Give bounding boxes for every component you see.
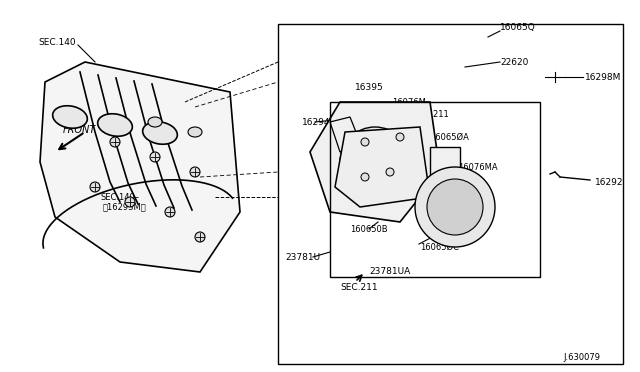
Text: 16152E: 16152E [318,173,352,182]
Bar [430,147,460,187]
Ellipse shape [98,114,132,136]
Circle shape [190,167,200,177]
Circle shape [90,182,100,192]
Text: 16076MA: 16076MA [458,163,498,171]
Circle shape [165,207,175,217]
Text: SEC.140–: SEC.140– [100,192,139,202]
Circle shape [195,232,205,242]
Text: 〖16293M〗: 〖16293M〗 [103,202,147,212]
Text: 160650B: 160650B [350,224,388,234]
Text: FRONT: FRONT [63,125,96,135]
Text: 16065Q: 16065Q [500,22,536,32]
Bar [278,24,623,364]
Text: 23781UA: 23781UA [369,267,411,276]
Circle shape [340,127,410,197]
Text: 16395: 16395 [355,83,384,92]
Circle shape [150,152,160,162]
Ellipse shape [143,122,177,144]
Text: 16292: 16292 [595,177,623,186]
Text: 16294B: 16294B [302,118,337,126]
Text: J.630079: J.630079 [563,353,600,362]
Polygon shape [310,102,440,222]
Polygon shape [40,62,240,272]
Text: SEC.211: SEC.211 [340,282,378,292]
Text: 16395+A: 16395+A [318,157,360,167]
Text: 16065ØC: 16065ØC [420,243,459,251]
Polygon shape [335,127,430,207]
Text: 16076M: 16076M [392,97,426,106]
Circle shape [415,167,495,247]
Circle shape [347,134,403,190]
Text: 16298M: 16298M [585,73,621,81]
Ellipse shape [148,117,162,127]
Text: 160650A: 160650A [345,208,383,217]
Text: 23781U: 23781U [285,253,320,262]
Polygon shape [330,117,360,152]
Circle shape [110,137,120,147]
Ellipse shape [188,127,202,137]
Circle shape [361,173,369,181]
Circle shape [396,133,404,141]
Ellipse shape [52,106,87,128]
Text: SEC.140: SEC.140 [38,38,76,46]
Circle shape [361,138,369,146]
Text: SEC.211: SEC.211 [415,109,450,119]
Text: 16065ØA: 16065ØA [430,132,469,141]
Circle shape [427,179,483,235]
Circle shape [125,197,135,207]
Text: 22620: 22620 [500,58,529,67]
Circle shape [386,168,394,176]
Bar [330,102,540,277]
